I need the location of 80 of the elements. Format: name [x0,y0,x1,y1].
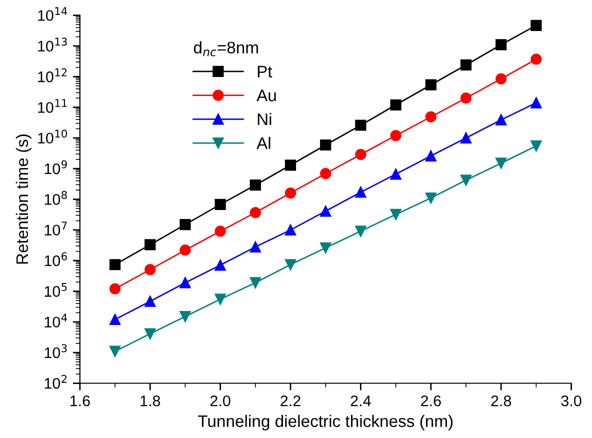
x-axis-title: Tunneling dielectric thickness (nm) [198,414,453,430]
point [250,277,261,288]
point [214,260,226,271]
point [460,59,472,71]
y-tick-label: 10$^{14}$ [38,7,68,21]
point [250,206,261,218]
point [425,111,436,122]
point [109,314,121,326]
point [530,54,542,65]
point [214,226,226,237]
point [284,259,296,270]
x-tick-label: 1.6 [70,395,90,406]
legend-label: Ni [258,112,272,126]
point [496,158,507,169]
y-tick-label: 10$^{11}$ [38,99,67,113]
point [530,20,542,31]
point [180,218,191,230]
point [320,168,332,180]
y-tick-label: 10$^{2}$ [44,374,67,389]
point [180,277,191,288]
point [284,187,296,199]
legend-title: d$_{nc}$=8nm [194,41,258,56]
point [109,259,121,270]
y-tick-label: 10$^{8}$ [44,190,67,205]
point [284,224,296,236]
point [425,192,436,204]
point [355,226,366,237]
legend-label: Au [256,90,276,102]
point [425,150,436,162]
y-tick-label: 10$^{6}$ [44,252,67,266]
point [355,148,366,160]
y-tick-label: 10$^{9}$ [44,160,67,174]
point [144,264,156,276]
y-tick-label: 10$^{5}$ [44,283,67,297]
point [214,198,226,210]
point [530,97,542,108]
point [390,130,402,142]
point [320,139,332,151]
legend-label: Pt [258,66,272,78]
point [460,132,472,144]
y-tick-label: 10$^{12}$ [38,68,67,82]
point [496,39,507,50]
y-tick-label: 10$^{7}$ [44,222,67,236]
x-tick-label: 2.6 [421,395,441,406]
point [496,73,507,84]
y-tick-label: 10$^{3}$ [44,344,67,358]
point [460,92,472,104]
point [355,186,366,198]
point [320,206,332,217]
point [320,242,332,254]
point [250,241,261,252]
x-tick-label: 2.8 [491,395,512,406]
point [390,168,402,180]
point [180,244,191,256]
x-tick-label: 2.0 [210,395,230,406]
point [425,79,436,90]
point [530,140,542,152]
point [496,114,507,126]
y-tick-label: 10$^{4}$ [44,314,68,328]
point [284,160,296,171]
point [109,283,121,294]
point [390,99,402,110]
x-tick-label: 3.0 [561,395,582,406]
point [390,208,402,220]
point [144,328,156,340]
point [180,310,191,322]
x-tick-label: 1.8 [140,395,160,406]
x-tick-label: 2.4 [350,395,371,406]
legend-label: Al [256,136,270,149]
point [460,174,472,186]
point [109,346,121,357]
point [355,120,366,131]
x-tick-label: 2.2 [280,395,300,406]
y-tick-label: 10$^{13}$ [38,38,67,52]
point [144,296,156,307]
point [144,239,156,250]
y-tick-label: 10$^{10}$ [38,130,67,144]
point [250,180,261,191]
y-axis-title: Retention time (s) [16,134,32,264]
point [214,294,226,305]
